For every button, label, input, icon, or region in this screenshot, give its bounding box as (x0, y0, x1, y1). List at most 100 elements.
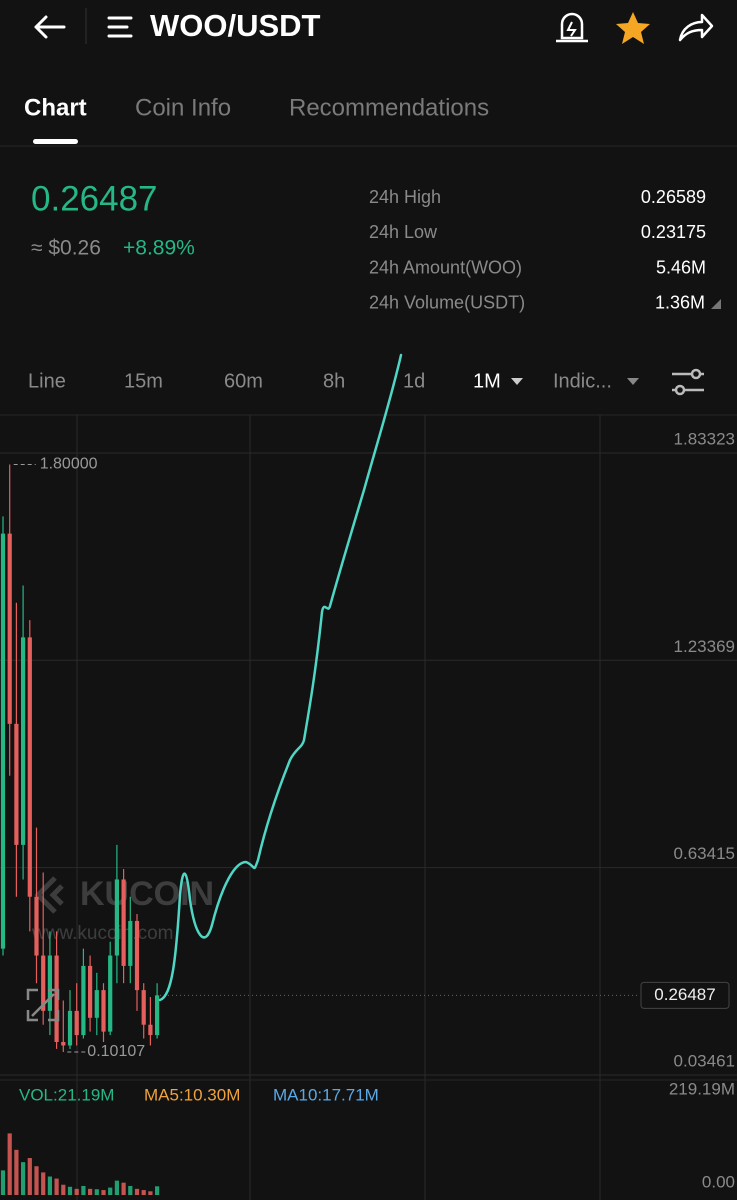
candle-body (134, 920, 140, 991)
tab[interactable]: Recommendations (289, 94, 489, 121)
dropdown-caret (627, 378, 639, 385)
stat-label: 24h Volume(USDT) (369, 293, 525, 313)
candle-body (94, 990, 99, 1018)
volume-bar (21, 1162, 26, 1195)
tab[interactable]: Chart (24, 94, 87, 121)
sort-triangle (711, 299, 721, 309)
tab-indicator (33, 139, 78, 144)
volume-bar (128, 1185, 133, 1195)
volume-bar (148, 1191, 153, 1195)
dropdown-caret (511, 378, 523, 385)
candle-body (101, 990, 106, 1032)
usd-price: ≈ $0.26 (31, 237, 101, 260)
fullscreen-icon[interactable] (26, 988, 60, 1022)
candle-body (74, 1010, 79, 1036)
volume-bar (34, 1166, 39, 1195)
volume-bar (7, 1133, 12, 1195)
candle-body (61, 1041, 66, 1046)
volume-bar (141, 1190, 146, 1195)
last-price-box (640, 981, 730, 1009)
y-tick-label: 1.83323 (674, 429, 735, 448)
alert-icon[interactable] (556, 12, 588, 43)
candle-body (114, 879, 119, 956)
volume-bar (81, 1185, 86, 1195)
volume-bar (74, 1188, 79, 1195)
watermark-brand: KUCOIN (80, 875, 214, 913)
y-tick-label: 0.03461 (674, 1051, 735, 1070)
candle-body (67, 1010, 73, 1046)
volume-tick-label: 0.00 (702, 1172, 735, 1191)
share-icon[interactable] (678, 13, 714, 42)
candle-body (21, 637, 26, 845)
candle-body (81, 965, 86, 1036)
volume-bar (61, 1184, 66, 1195)
interval-option[interactable]: 60m (224, 370, 263, 392)
y-tick-label: 1.23369 (674, 637, 735, 656)
stat-value: 5.46M (656, 257, 706, 277)
ma5-label: MA5:10.30M (144, 1085, 240, 1104)
candle-body (141, 990, 146, 1025)
tab[interactable]: Coin Info (135, 94, 231, 121)
stat-label: 24h Low (369, 222, 438, 242)
volume-bar (114, 1180, 119, 1195)
stat-value: 0.26589 (641, 187, 706, 207)
volume-bar (134, 1188, 140, 1195)
volume-label: VOL:21.19M (19, 1085, 114, 1104)
interval-option[interactable]: 1M (473, 370, 501, 392)
volume-bar (67, 1186, 73, 1195)
menu-icon[interactable] (107, 16, 133, 38)
stat-label: 24h High (369, 187, 441, 207)
volume-bar (41, 1172, 46, 1195)
price-change: +8.89% (123, 237, 195, 260)
last-price-label: 0.26487 (654, 985, 715, 1004)
volume-bar (101, 1190, 106, 1195)
volume-bar (14, 1149, 19, 1195)
candle-body (14, 723, 19, 845)
max-marker-label: 1.80000 (40, 456, 98, 473)
stat-label: 24h Amount(WOO) (369, 257, 522, 277)
candle-body (27, 637, 32, 897)
interval-option[interactable]: 8h (323, 370, 345, 392)
candle-body (41, 955, 46, 1011)
candle-body (121, 879, 126, 966)
interval-option[interactable]: Line (28, 370, 66, 392)
stat-value: 0.23175 (641, 222, 706, 242)
volume-bar (47, 1176, 52, 1195)
min-marker-label: 0.10107 (87, 1043, 145, 1060)
favorite-star[interactable] (616, 12, 650, 44)
volume-tick-label: 219.19M (669, 1079, 735, 1098)
volume-bar (108, 1187, 113, 1195)
interval-option[interactable]: 15m (124, 370, 163, 392)
candle-body (47, 955, 52, 1011)
volume-bar (94, 1189, 99, 1195)
watermark-url: www.kucoin.com (31, 923, 174, 944)
settings-icon[interactable] (672, 368, 704, 396)
interval-option[interactable]: 1d (403, 370, 425, 392)
ma10-label: MA10:17.71M (273, 1085, 379, 1104)
stat-value: 1.36M (655, 293, 705, 313)
candle-body (148, 1024, 153, 1036)
volume-bar (121, 1182, 126, 1195)
volume-bar (88, 1188, 93, 1195)
candle-body (128, 920, 133, 966)
pair-title: WOO/USDT (150, 8, 321, 43)
candle-body (34, 896, 39, 956)
y-tick-label: 0.63415 (674, 844, 735, 863)
back-button[interactable] (34, 15, 66, 39)
candle-body (54, 955, 59, 1042)
interval-option[interactable]: Indic... (553, 370, 612, 392)
volume-bar (0, 1170, 6, 1195)
annotation-line (158, 353, 403, 1002)
volume-bar (54, 1178, 59, 1195)
candle-body (88, 965, 93, 1018)
candle-body (0, 533, 6, 949)
candle-body (155, 995, 160, 1036)
volume-bar (27, 1158, 32, 1195)
candle-body (7, 533, 12, 724)
volume-bar (155, 1186, 160, 1195)
candle-body (108, 955, 113, 1032)
last-price: 0.26487 (31, 179, 158, 218)
